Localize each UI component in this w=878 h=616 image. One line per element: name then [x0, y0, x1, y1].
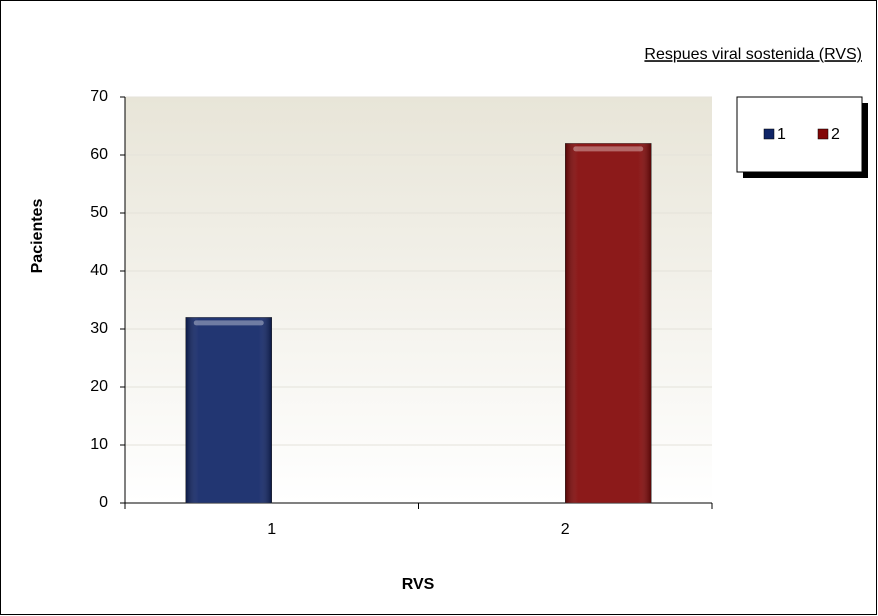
chart-title: Respues viral sostenida (RVS) [644, 46, 862, 63]
legend [736, 96, 863, 173]
y-tick-label: 10 [90, 436, 108, 453]
y-axis-label: Pacientes [29, 199, 46, 274]
bar-shine [185, 317, 272, 503]
legend-swatch [763, 128, 775, 140]
bar-highlight [573, 146, 644, 152]
x-axis-label: RVS [402, 576, 435, 593]
y-tick-label: 50 [90, 204, 108, 221]
bar-shine [565, 143, 652, 503]
legend-label: 1 [777, 126, 786, 143]
y-tick-label: 20 [90, 378, 108, 395]
y-tick-label: 30 [90, 320, 108, 337]
y-tick-label: 70 [90, 88, 108, 105]
legend-label: 2 [831, 126, 840, 143]
x-tick-label: 1 [267, 521, 276, 538]
legend-swatch [817, 128, 829, 140]
y-tick-label: 60 [90, 146, 108, 163]
y-tick-label: 0 [99, 494, 108, 511]
y-tick-label: 40 [90, 262, 108, 279]
bar-highlight [193, 320, 264, 326]
x-tick-label: 2 [561, 521, 570, 538]
